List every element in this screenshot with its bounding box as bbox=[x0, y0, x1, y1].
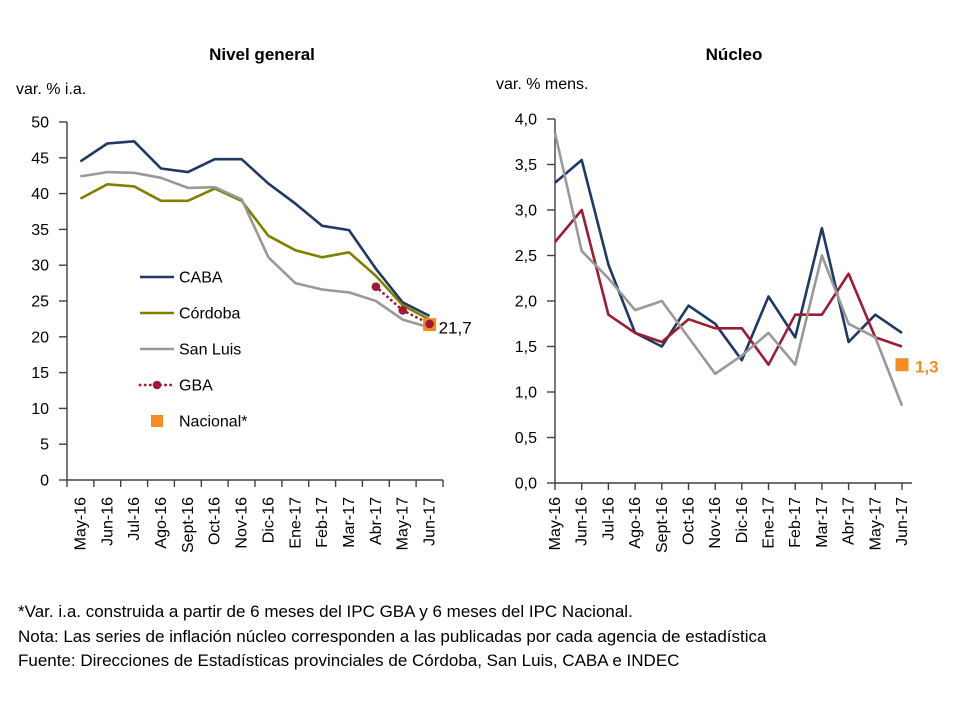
y-tick-label: 25 bbox=[31, 294, 49, 311]
x-tick-label: Jun-17 bbox=[422, 497, 439, 546]
san-luis-line bbox=[80, 170, 430, 329]
x-tick-label: Feb-17 bbox=[787, 497, 804, 548]
y-tick-label: 4,0 bbox=[515, 112, 537, 129]
y-tick-label: 45 bbox=[31, 150, 49, 167]
gba-marker bbox=[398, 306, 408, 315]
y-tick-label: 40 bbox=[31, 186, 49, 203]
y-tick-label: 3,0 bbox=[515, 203, 537, 220]
gba-marker bbox=[371, 282, 381, 292]
caba-line bbox=[554, 158, 903, 362]
y-tick-label: 10 bbox=[31, 401, 49, 418]
x-tick-label: Jun-16 bbox=[574, 497, 591, 546]
x-tick-label: Dic-16 bbox=[734, 497, 751, 543]
y-tick-label: 30 bbox=[31, 258, 49, 275]
x-tick-label: Dic-16 bbox=[260, 497, 277, 543]
footnotes: *Var. i.a. construida a partir de 6 mese… bbox=[18, 600, 766, 674]
x-tick-label: Abr-17 bbox=[841, 497, 858, 545]
x-tick-label: Nov-16 bbox=[707, 497, 724, 549]
cordoba-line bbox=[79, 183, 431, 321]
x-tick-label: May-16 bbox=[72, 497, 89, 550]
x-tick-label: Abr-17 bbox=[368, 497, 385, 545]
gba-marker bbox=[425, 319, 434, 329]
nivel-general-chart: 0 5 10 15 20 25 30 35 40 45 50 May-16 Jun-16 Jul-16 Ag… bbox=[31, 115, 472, 554]
x-tick-label: May-16 bbox=[547, 497, 564, 550]
legend-item-san-luis: San Luis bbox=[140, 342, 241, 359]
x-tick-label: Ene-17 bbox=[287, 497, 304, 549]
y-tick-label: 0,0 bbox=[515, 476, 537, 493]
legend-square-marker bbox=[151, 415, 163, 427]
value-annotation: 21,7 bbox=[439, 319, 472, 338]
x-tick-label: Sept-16 bbox=[180, 497, 197, 553]
right-axis-unit-label: var. % mens. bbox=[496, 76, 589, 93]
y-tick-label: 2,0 bbox=[515, 294, 537, 311]
x-tick-label: Ago-16 bbox=[153, 497, 170, 549]
y-tick-label: 2,5 bbox=[515, 248, 537, 265]
left-chart-title: Nivel general bbox=[209, 45, 315, 64]
legend-dot-marker bbox=[152, 380, 162, 390]
san-luis-line bbox=[553, 132, 904, 407]
value-annotation: 1,3 bbox=[915, 358, 939, 377]
legend-label: Córdoba bbox=[179, 306, 240, 323]
x-tick-label: Feb-17 bbox=[314, 497, 331, 548]
legend-label: Nacional* bbox=[179, 414, 247, 431]
x-tick-label: Mar-17 bbox=[341, 497, 358, 548]
x-tick-label: Jul-16 bbox=[126, 497, 143, 541]
legend-label: GBA bbox=[179, 378, 213, 395]
y-tick-label: 3,5 bbox=[515, 157, 537, 174]
nucleo-chart: 0,0 0,5 1,0 1,5 2,0 2,5 3,0 3,5 4,0 May-16 Jun-16 J… bbox=[515, 112, 939, 554]
x-tick-label: Oct-16 bbox=[681, 497, 698, 545]
gba-line bbox=[554, 208, 903, 367]
legend-label: San Luis bbox=[179, 342, 241, 359]
y-tick-label: 1,0 bbox=[515, 385, 537, 402]
y-tick-label: 50 bbox=[31, 115, 49, 132]
legend-item-cordoba: Córdoba bbox=[140, 306, 240, 323]
legend-item-nacional: Nacional* bbox=[151, 414, 247, 431]
x-tick-label: Ene-17 bbox=[761, 497, 778, 549]
x-tick-label: Sept-16 bbox=[654, 497, 671, 553]
x-tick-label: Jun-17 bbox=[894, 497, 911, 546]
nacional-marker bbox=[895, 358, 909, 372]
y-tick-label: 15 bbox=[31, 365, 49, 382]
right-chart-title: Núcleo bbox=[705, 45, 763, 64]
y-tick-label: 5 bbox=[40, 437, 49, 454]
x-tick-label: May-17 bbox=[867, 497, 884, 550]
x-tick-label: Mar-17 bbox=[814, 497, 831, 548]
footnote-nota: Nota: Las series de inflación núcleo cor… bbox=[18, 626, 767, 646]
y-tick-label: 20 bbox=[31, 329, 49, 346]
caba-line bbox=[79, 140, 431, 318]
legend-label: CABA bbox=[179, 270, 223, 287]
legend-item-caba: CABA bbox=[140, 270, 223, 287]
x-tick-label: Oct-16 bbox=[207, 497, 224, 545]
x-tick-label: Ago-16 bbox=[627, 497, 644, 549]
y-tick-label: 1,5 bbox=[515, 339, 537, 356]
x-tick-label: Jun-16 bbox=[99, 497, 116, 546]
x-tick-label: Nov-16 bbox=[234, 497, 251, 549]
x-tick-label: May-17 bbox=[395, 497, 412, 550]
y-tick-label: 0 bbox=[40, 473, 49, 490]
x-tick-label: Jul-16 bbox=[600, 497, 617, 541]
y-tick-label: 0,5 bbox=[515, 430, 537, 447]
footnote-var-ia: *Var. i.a. construida a partir de 6 mese… bbox=[18, 602, 633, 621]
legend-item-gba: GBA bbox=[138, 378, 213, 395]
footnote-fuente: Fuente: Direcciones de Estadísticas prov… bbox=[18, 651, 680, 670]
left-axis-unit-label: var. % i.a. bbox=[16, 81, 87, 98]
y-tick-label: 35 bbox=[31, 222, 49, 239]
